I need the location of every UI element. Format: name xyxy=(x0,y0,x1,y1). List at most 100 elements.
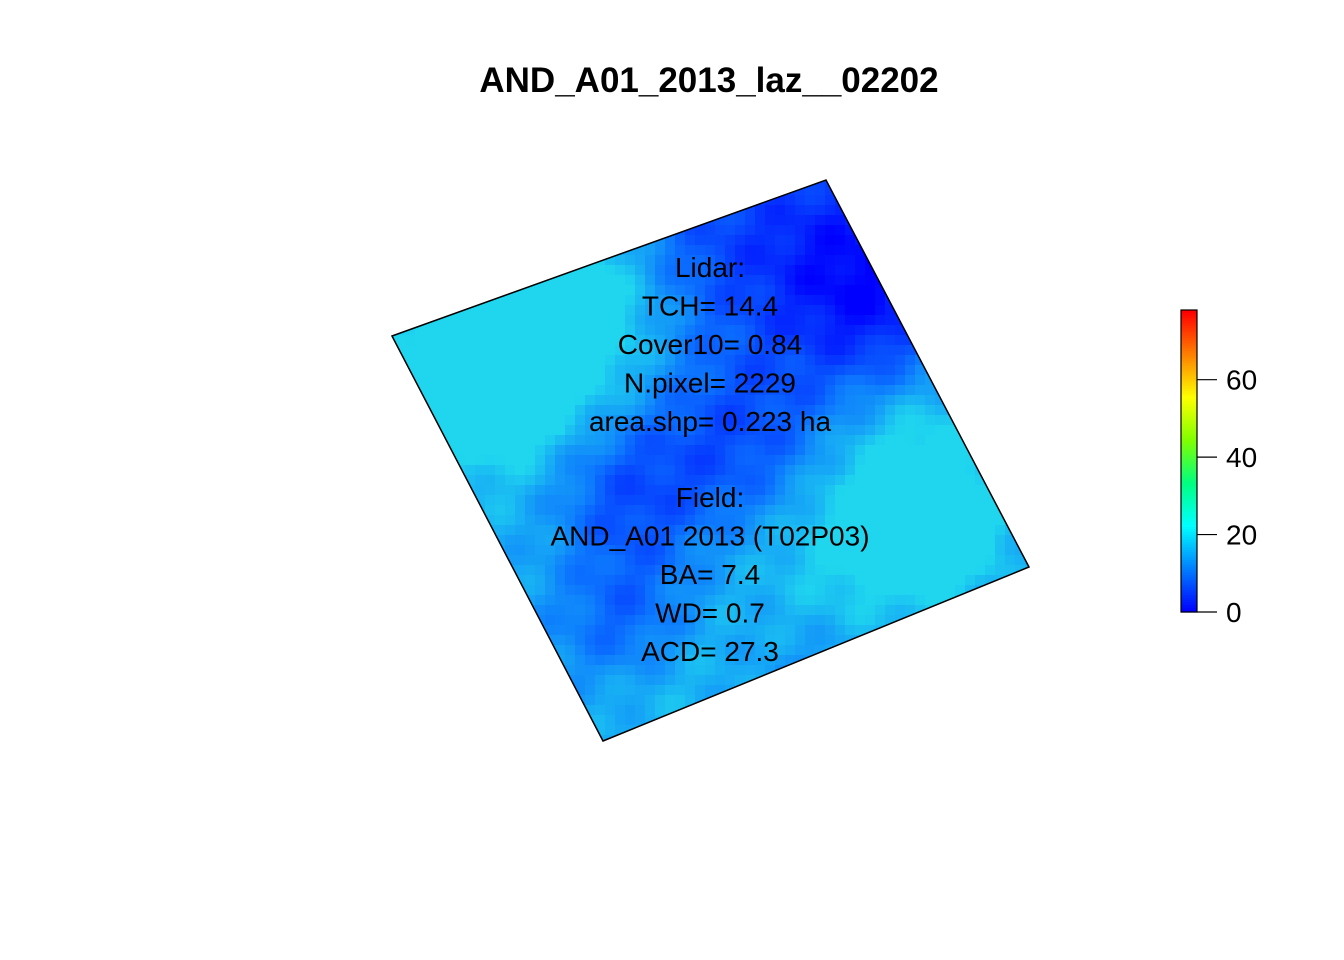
lidar-stat: TCH= 14.4 xyxy=(642,291,778,322)
colorbar-tick-label: 60 xyxy=(1226,365,1257,396)
colorbar-tick-label: 0 xyxy=(1226,597,1242,628)
colorbar-swatch xyxy=(1181,599,1197,603)
colorbar-swatch xyxy=(1181,513,1197,517)
colorbar-swatch xyxy=(1181,596,1197,601)
colorbar-swatch xyxy=(1181,491,1197,495)
colorbar-swatch xyxy=(1181,569,1197,573)
lidar-stat: N.pixel= 2229 xyxy=(624,368,796,399)
colorbar-swatch xyxy=(1181,375,1197,379)
colorbar-swatch xyxy=(1181,393,1197,397)
colorbar-swatch xyxy=(1181,420,1197,424)
colorbar-swatch xyxy=(1181,604,1197,608)
colorbar-swatch xyxy=(1181,415,1197,419)
colorbar-swatch xyxy=(1181,523,1197,528)
colorbar-swatch xyxy=(1181,493,1197,497)
colorbar-swatch xyxy=(1181,531,1197,535)
colorbar-swatch xyxy=(1181,355,1197,359)
colorbar-swatch xyxy=(1181,408,1197,412)
field-stat: BA= 7.4 xyxy=(660,559,760,590)
colorbar-swatch xyxy=(1181,385,1197,389)
colorbar-swatch xyxy=(1181,539,1197,543)
colorbar-swatch xyxy=(1181,433,1197,437)
colorbar-swatch xyxy=(1181,388,1197,392)
colorbar-tick-label: 20 xyxy=(1226,520,1257,551)
colorbar-swatch xyxy=(1181,551,1197,555)
colorbar-swatch xyxy=(1181,350,1197,354)
colorbar-swatch xyxy=(1181,365,1197,369)
colorbar-swatch xyxy=(1181,581,1197,585)
colorbar-swatch xyxy=(1181,458,1197,462)
colorbar-swatch xyxy=(1181,549,1197,553)
colorbar-swatch xyxy=(1181,425,1197,429)
colorbar-swatch xyxy=(1181,332,1197,336)
colorbar-swatch xyxy=(1181,468,1197,472)
colorbar-swatch xyxy=(1181,606,1197,611)
colorbar-swatch xyxy=(1181,521,1197,525)
colorbar-swatch xyxy=(1181,310,1197,314)
colorbar-swatch xyxy=(1181,347,1197,351)
colorbar-swatch xyxy=(1181,450,1197,455)
colorbar-swatch xyxy=(1181,428,1197,432)
colorbar-swatch xyxy=(1181,360,1197,364)
colorbar-swatch xyxy=(1181,476,1197,480)
colorbar-swatch xyxy=(1181,342,1197,346)
colorbar-swatch xyxy=(1181,382,1197,387)
colorbar-swatch xyxy=(1181,398,1197,402)
colorbar-swatch xyxy=(1181,481,1197,485)
colorbar-swatch xyxy=(1181,322,1197,326)
colorbar-swatch xyxy=(1181,533,1197,538)
lidar-stat: Cover10= 0.84 xyxy=(618,329,802,360)
colorbar-swatch xyxy=(1181,448,1197,452)
colorbar-swatch xyxy=(1181,566,1197,570)
colorbar-swatch xyxy=(1181,503,1197,507)
colorbar-swatch xyxy=(1181,367,1197,371)
colorbar-swatch xyxy=(1181,335,1197,339)
colorbar-swatch xyxy=(1181,561,1197,565)
colorbar-swatch xyxy=(1181,546,1197,550)
colorbar-swatch xyxy=(1181,345,1197,349)
colorbar-swatch xyxy=(1181,440,1197,444)
colorbar-swatch xyxy=(1181,466,1197,470)
colorbar-swatch xyxy=(1181,455,1197,460)
colorbar-swatch xyxy=(1181,586,1197,590)
colorbar-swatch xyxy=(1181,579,1197,583)
colorbar-swatch xyxy=(1181,488,1197,492)
colorbar-swatch xyxy=(1181,594,1197,598)
colorbar-swatch xyxy=(1181,574,1197,578)
colorbar-swatch xyxy=(1181,541,1197,545)
colorbar-swatch xyxy=(1181,511,1197,515)
colorbar-swatch xyxy=(1181,438,1197,442)
colorbar-swatch xyxy=(1181,380,1197,384)
colorbar-swatch xyxy=(1181,506,1197,510)
colorbar-swatch xyxy=(1181,418,1197,422)
colorbar-swatch xyxy=(1181,559,1197,563)
lidar-stat: area.shp= 0.223 ha xyxy=(589,406,832,437)
colorbar-swatch xyxy=(1181,435,1197,439)
colorbar-swatch xyxy=(1181,496,1197,500)
colorbar-swatch xyxy=(1181,473,1197,477)
colorbar-swatch xyxy=(1181,405,1197,409)
colorbar-swatch xyxy=(1181,544,1197,548)
colorbar-swatch xyxy=(1181,327,1197,331)
colorbar-swatch xyxy=(1181,554,1197,558)
colorbar-swatch xyxy=(1181,516,1197,520)
field-stat: AND_A01 2013 (T02P03) xyxy=(550,521,869,552)
colorbar-swatch xyxy=(1181,478,1197,482)
colorbar-swatch xyxy=(1181,453,1197,457)
colorbar-swatch xyxy=(1181,362,1197,366)
colorbar-swatch xyxy=(1181,357,1197,361)
colorbar-swatch xyxy=(1181,609,1197,613)
colorbar-swatch xyxy=(1181,461,1197,465)
colorbar-swatch xyxy=(1181,463,1197,467)
colorbar-swatch xyxy=(1181,564,1197,568)
plot-boundary xyxy=(390,179,1031,742)
field-stat: WD= 0.7 xyxy=(655,598,765,629)
plot-annotation: Lidar: TCH= 14.4 Cover10= 0.84 N.pixel= 222… xyxy=(550,252,869,667)
colorbar-swatch xyxy=(1181,443,1197,447)
colorbar-swatch xyxy=(1181,556,1197,560)
colorbar-swatch xyxy=(1181,315,1197,319)
colorbar-swatch xyxy=(1181,372,1197,377)
colorbar-swatch xyxy=(1181,370,1197,374)
colorbar-swatch xyxy=(1181,390,1197,394)
